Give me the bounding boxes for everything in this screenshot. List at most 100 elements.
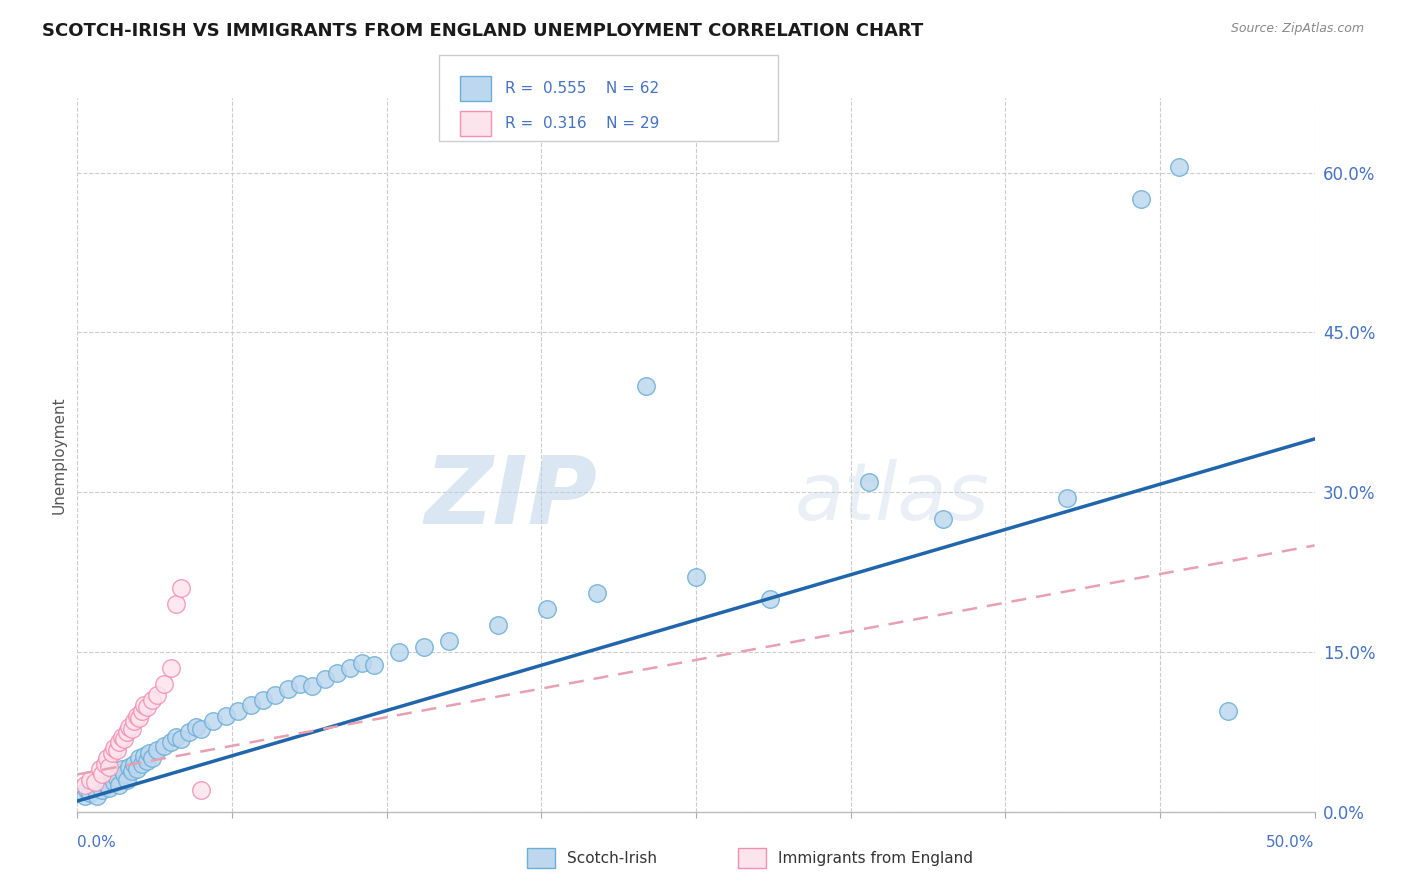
Point <box>112 767 135 781</box>
Y-axis label: Unemployment: Unemployment <box>51 396 66 514</box>
Point <box>101 767 124 781</box>
Point <box>486 618 509 632</box>
Point <box>350 656 373 670</box>
Text: Source: ZipAtlas.com: Source: ZipAtlas.com <box>1230 22 1364 36</box>
Point <box>339 661 361 675</box>
Point <box>111 730 134 744</box>
Point <box>932 512 955 526</box>
Point <box>190 722 212 736</box>
Point <box>135 700 157 714</box>
Point <box>170 581 193 595</box>
Point <box>226 704 249 718</box>
Text: 50.0%: 50.0% <box>1267 836 1315 850</box>
Point <box>115 724 138 739</box>
Point <box>111 762 134 776</box>
Point <box>93 772 115 787</box>
Point <box>73 789 96 803</box>
Point <box>101 746 124 760</box>
Point <box>160 735 183 749</box>
Point <box>145 743 167 757</box>
Point <box>86 789 108 803</box>
Point <box>131 756 153 771</box>
Point <box>1130 192 1153 206</box>
Point <box>128 711 150 725</box>
Point <box>388 645 411 659</box>
Point <box>437 634 460 648</box>
Point <box>82 778 104 792</box>
Point <box>153 677 176 691</box>
Point <box>301 679 323 693</box>
Text: atlas: atlas <box>794 458 990 537</box>
Point <box>79 772 101 787</box>
Point <box>79 786 101 800</box>
Point <box>128 751 150 765</box>
Point <box>73 778 96 792</box>
Point <box>121 764 143 779</box>
Point <box>91 783 114 797</box>
Point <box>138 746 160 760</box>
Point <box>93 756 115 771</box>
Point <box>288 677 311 691</box>
Point <box>215 709 238 723</box>
Text: ZIP: ZIP <box>425 451 598 544</box>
Point <box>91 767 114 781</box>
Point <box>412 640 434 654</box>
Point <box>153 739 176 753</box>
Point <box>96 778 118 792</box>
Point <box>118 760 141 774</box>
Point <box>536 602 558 616</box>
Point <box>105 771 128 785</box>
Point <box>586 586 609 600</box>
Point <box>125 762 148 776</box>
Text: Scotch-Irish: Scotch-Irish <box>567 851 657 865</box>
Point <box>105 743 128 757</box>
Point <box>103 740 125 755</box>
Point <box>165 730 187 744</box>
Point <box>108 778 131 792</box>
Point <box>160 661 183 675</box>
Point <box>122 756 145 771</box>
Point <box>190 783 212 797</box>
Point <box>134 698 156 713</box>
Point <box>125 709 148 723</box>
Point <box>252 693 274 707</box>
Text: Immigrants from England: Immigrants from England <box>778 851 973 865</box>
Point <box>759 591 782 606</box>
Point <box>1216 704 1239 718</box>
Point <box>363 657 385 672</box>
Point <box>83 775 105 789</box>
Point <box>141 751 163 765</box>
Point <box>1056 491 1078 505</box>
Point <box>314 672 336 686</box>
Point <box>141 693 163 707</box>
Point <box>83 781 105 796</box>
Point <box>277 682 299 697</box>
Point <box>264 688 287 702</box>
Point <box>202 714 225 729</box>
Point <box>76 783 98 797</box>
Point <box>134 749 156 764</box>
Point <box>122 714 145 729</box>
Point <box>184 719 207 733</box>
Point <box>685 570 707 584</box>
Point <box>96 751 118 765</box>
Point <box>177 724 200 739</box>
Point <box>121 722 143 736</box>
Text: SCOTCH-IRISH VS IMMIGRANTS FROM ENGLAND UNEMPLOYMENT CORRELATION CHART: SCOTCH-IRISH VS IMMIGRANTS FROM ENGLAND … <box>42 22 924 40</box>
Point <box>131 704 153 718</box>
Point <box>118 719 141 733</box>
Point <box>636 378 658 392</box>
Point <box>89 762 111 776</box>
Point <box>108 735 131 749</box>
Point <box>98 760 121 774</box>
Point <box>326 666 349 681</box>
Point <box>89 775 111 789</box>
Point <box>112 732 135 747</box>
Point <box>858 475 880 489</box>
Point <box>135 754 157 768</box>
Point <box>170 732 193 747</box>
Point <box>98 781 121 796</box>
Point <box>103 775 125 789</box>
Text: R =  0.316    N = 29: R = 0.316 N = 29 <box>505 116 659 131</box>
Text: R =  0.555    N = 62: R = 0.555 N = 62 <box>505 81 659 96</box>
